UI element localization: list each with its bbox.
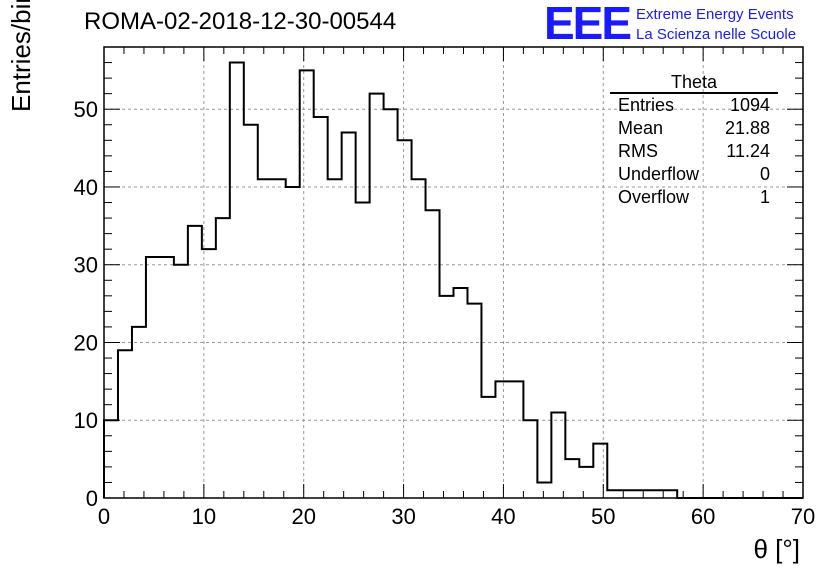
stats-row-overflow: Overflow 1	[610, 186, 778, 209]
stats-row-mean: Mean 21.88	[610, 117, 778, 140]
histogram-series-theta	[103, 61, 803, 499]
stats-row-underflow: Underflow 0	[610, 163, 778, 186]
stats-label: Mean	[618, 118, 664, 138]
x-tick-labels: 0 10 20 30 40 50 60 70	[98, 504, 815, 529]
logo-line-2: La Scienza nelle Scuole	[636, 26, 797, 43]
y-axis-title: Entries/bin	[6, 0, 36, 112]
stats-label: RMS	[618, 141, 658, 161]
stats-row-entries: Entries 1094	[610, 94, 778, 117]
stats-value: 21.88	[724, 118, 770, 138]
grid-lines	[104, 47, 803, 498]
stats-label: Entries	[618, 95, 675, 115]
stats-label: Underflow	[618, 164, 700, 184]
eee-logo: EEE Extreme Energy Events La Scienza nel…	[540, 0, 836, 49]
stats-row-rms: RMS 11.24	[610, 140, 778, 163]
y-tick-label: 40	[74, 175, 98, 200]
axis-ticks	[103, 46, 804, 499]
logo-line-1: Extreme Energy Events	[636, 6, 794, 23]
x-tick-label: 50	[591, 504, 615, 529]
x-tick-label: 70	[791, 504, 815, 529]
plot-frame	[103, 46, 804, 499]
y-tick-label: 0	[86, 486, 98, 511]
stats-box: Theta Entries 1094 Mean 21.88 RMS 11.24 …	[610, 72, 778, 209]
stats-value: 0	[759, 164, 770, 184]
x-tick-label: 40	[491, 504, 515, 529]
stats-value: 11.24	[726, 141, 770, 161]
x-tick-label: 10	[192, 504, 216, 529]
y-tick-label: 20	[74, 330, 98, 355]
x-tick-label: 30	[391, 504, 415, 529]
x-axis-title: θ [°]	[753, 534, 800, 564]
x-tick-label: 0	[98, 504, 110, 529]
stats-value: 1094	[729, 95, 770, 115]
logo-mark: EEE	[544, 0, 632, 49]
y-tick-labels: 0 10 20 30 40 50	[74, 97, 98, 511]
y-tick-label: 10	[74, 408, 98, 433]
y-tick-label: 30	[74, 253, 98, 278]
stats-value: 1	[759, 187, 770, 207]
y-tick-label: 50	[74, 97, 98, 122]
x-tick-label: 60	[691, 504, 715, 529]
stats-title: Theta	[610, 72, 778, 94]
run-title: ROMA-02-2018-12-30-00544	[84, 8, 397, 35]
x-tick-label: 20	[291, 504, 315, 529]
stats-label: Overflow	[618, 187, 690, 207]
